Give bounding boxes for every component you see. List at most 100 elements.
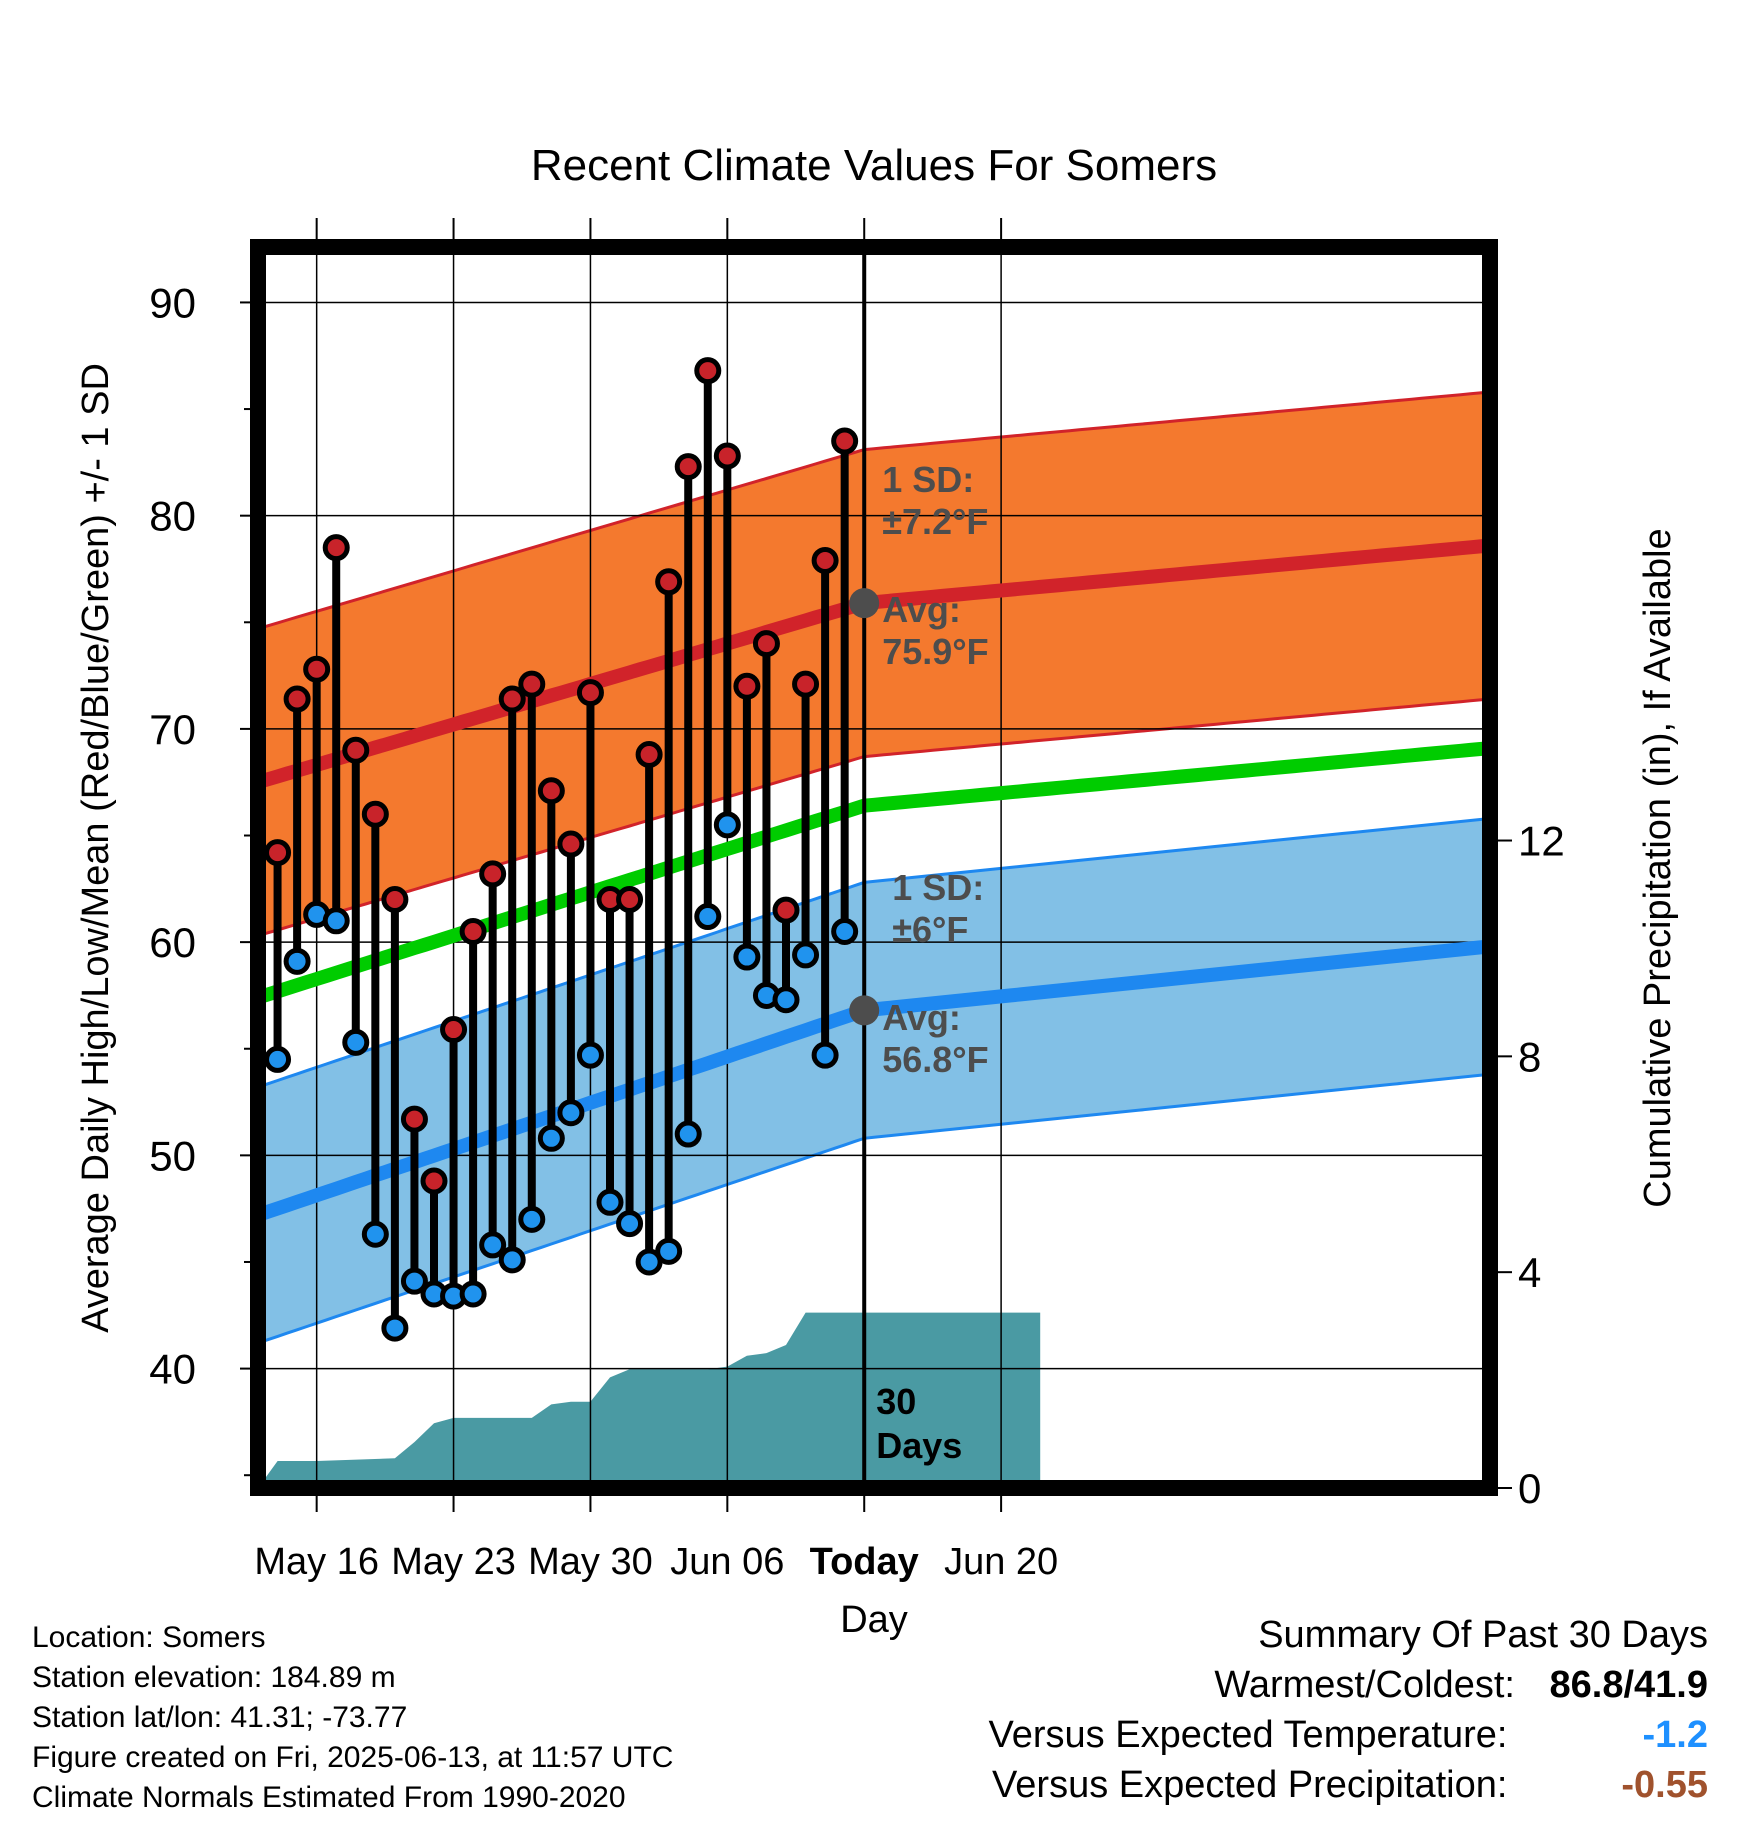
y2-tick-label: 8 bbox=[1518, 1033, 1541, 1080]
daily-high-point bbox=[792, 670, 820, 698]
daily-high-point bbox=[537, 777, 565, 805]
low-sd-band bbox=[258, 818, 1490, 1343]
low-avg-value-annotation: 56.8°F bbox=[882, 1039, 988, 1080]
high-sd-annotation: 1 SD: bbox=[882, 459, 974, 500]
plot-frame bbox=[250, 239, 1498, 1496]
daily-low-point bbox=[674, 1120, 702, 1148]
daily-low-point bbox=[479, 1231, 507, 1259]
daily-high-point bbox=[303, 655, 331, 683]
daily-high-point bbox=[694, 357, 722, 385]
daily-high-point bbox=[381, 885, 409, 913]
daily-low-point bbox=[713, 811, 741, 839]
low-sd-lower-edge bbox=[257, 1072, 1491, 1345]
daily-low-point bbox=[557, 1099, 585, 1127]
daily-high-point bbox=[635, 740, 663, 768]
daily-high-point bbox=[674, 453, 702, 481]
x-tick-label: May 23 bbox=[391, 1541, 516, 1583]
daily-high-point bbox=[518, 670, 546, 698]
high-avg-annotation: Avg: bbox=[882, 589, 961, 630]
daily-low-point bbox=[518, 1205, 546, 1233]
high-sd-upper-edge bbox=[257, 390, 1491, 631]
daily-high-point bbox=[342, 736, 370, 764]
daily-low-point bbox=[616, 1210, 644, 1238]
summary-warmest-row: Warmest/Coldest: 86.8/41.9 bbox=[989, 1660, 1708, 1710]
precip-anomaly-value: -0.55 bbox=[1621, 1764, 1708, 1806]
summary-temp-row: Versus Expected Temperature: -1.2 bbox=[989, 1710, 1708, 1760]
daily-high-point bbox=[264, 839, 292, 867]
daily-high-point bbox=[459, 917, 487, 945]
high-sd-lower-edge bbox=[257, 697, 1491, 938]
station-info: Location: Somers Station elevation: 184.… bbox=[32, 1618, 673, 1818]
daily-high-point bbox=[752, 630, 780, 658]
daily-low-point bbox=[792, 941, 820, 969]
elevation-text: Station elevation: 184.89 m bbox=[32, 1661, 396, 1694]
daily-low-point bbox=[498, 1246, 526, 1274]
daily-high-point bbox=[322, 534, 350, 562]
y-tick-label: 80 bbox=[149, 493, 196, 540]
daily-high-point bbox=[576, 679, 604, 707]
y-tick-label: 60 bbox=[149, 919, 196, 966]
daily-low-point bbox=[400, 1267, 428, 1295]
daily-low-point bbox=[342, 1028, 370, 1056]
daily-low-point bbox=[596, 1188, 624, 1216]
y2-axis-label: Cumulative Precipitation (in), If Availa… bbox=[1637, 528, 1679, 1207]
daily-low-point bbox=[381, 1314, 409, 1342]
low-sd-upper-edge bbox=[257, 817, 1491, 1089]
window-annotation: Days bbox=[876, 1425, 962, 1466]
y-tick-label: 70 bbox=[149, 706, 196, 753]
precip-anomaly-label: Versus Expected Precipitation: bbox=[992, 1764, 1508, 1806]
high-sd-value-annotation: ±7.2°F bbox=[882, 501, 988, 542]
daily-high-point bbox=[831, 427, 859, 455]
daily-low-point bbox=[772, 986, 800, 1014]
temp-anomaly-label: Versus Expected Temperature: bbox=[988, 1714, 1508, 1756]
today-high-avg-marker bbox=[849, 588, 880, 619]
daily-high-point bbox=[733, 672, 761, 700]
daily-low-point bbox=[733, 943, 761, 971]
daily-high-point bbox=[479, 860, 507, 888]
warmest-label: Warmest/Coldest: bbox=[1214, 1664, 1515, 1706]
daily-low-point bbox=[283, 947, 311, 975]
y-tick-label: 40 bbox=[149, 1346, 196, 1393]
window-annotation: 30 bbox=[876, 1381, 916, 1422]
normals-text: Climate Normals Estimated From 1990-2020 bbox=[32, 1781, 626, 1814]
low-avg-annotation: Avg: bbox=[882, 997, 961, 1038]
daily-low-point bbox=[537, 1124, 565, 1152]
daily-high-point bbox=[557, 830, 585, 858]
daily-low-point bbox=[322, 907, 350, 935]
daily-high-point bbox=[400, 1105, 428, 1133]
daily-low-point bbox=[264, 1045, 292, 1073]
low-sd-annotation: 1 SD: bbox=[892, 867, 984, 908]
daily-low-point bbox=[459, 1280, 487, 1308]
y2-tick-label: 0 bbox=[1518, 1465, 1541, 1512]
daily-high-point bbox=[361, 800, 389, 828]
x-tick-label: May 16 bbox=[254, 1541, 379, 1583]
y-tick-label: 50 bbox=[149, 1132, 196, 1179]
daily-high-point bbox=[498, 685, 526, 713]
x-axis-label: Day bbox=[840, 1599, 908, 1641]
location-text: Location: Somers bbox=[32, 1621, 266, 1654]
daily-low-point bbox=[361, 1220, 389, 1248]
x-tick-label: Jun 20 bbox=[944, 1541, 1058, 1583]
daily-high-point bbox=[616, 885, 644, 913]
daily-low-point bbox=[635, 1248, 663, 1276]
y-axis-label: Average Daily High/Low/Mean (Red/Blue/Gr… bbox=[75, 363, 117, 1333]
y2-tick-label: 12 bbox=[1518, 818, 1565, 865]
high-sd-band bbox=[258, 392, 1490, 936]
y2-tick-label: 4 bbox=[1518, 1249, 1541, 1296]
daily-high-point bbox=[772, 896, 800, 924]
daily-low-point bbox=[655, 1237, 683, 1265]
high-avg-value-annotation: 75.9°F bbox=[882, 631, 988, 672]
daily-high-point bbox=[811, 546, 839, 574]
latlon-text: Station lat/lon: 41.31; -73.77 bbox=[32, 1701, 408, 1734]
daily-high-point bbox=[440, 1016, 468, 1044]
daily-low-point bbox=[576, 1041, 604, 1069]
warmest-value: 86.8/41.9 bbox=[1549, 1664, 1708, 1706]
summary-panel: Summary Of Past 30 Days Warmest/Coldest:… bbox=[989, 1610, 1708, 1810]
daily-low-point bbox=[694, 903, 722, 931]
temp-anomaly-value: -1.2 bbox=[1642, 1714, 1708, 1756]
daily-high-point bbox=[420, 1167, 448, 1195]
x-tick-label: Jun 06 bbox=[670, 1541, 784, 1583]
low-sd-value-annotation: ±6°F bbox=[892, 909, 968, 950]
summary-heading: Summary Of Past 30 Days bbox=[1258, 1614, 1708, 1656]
